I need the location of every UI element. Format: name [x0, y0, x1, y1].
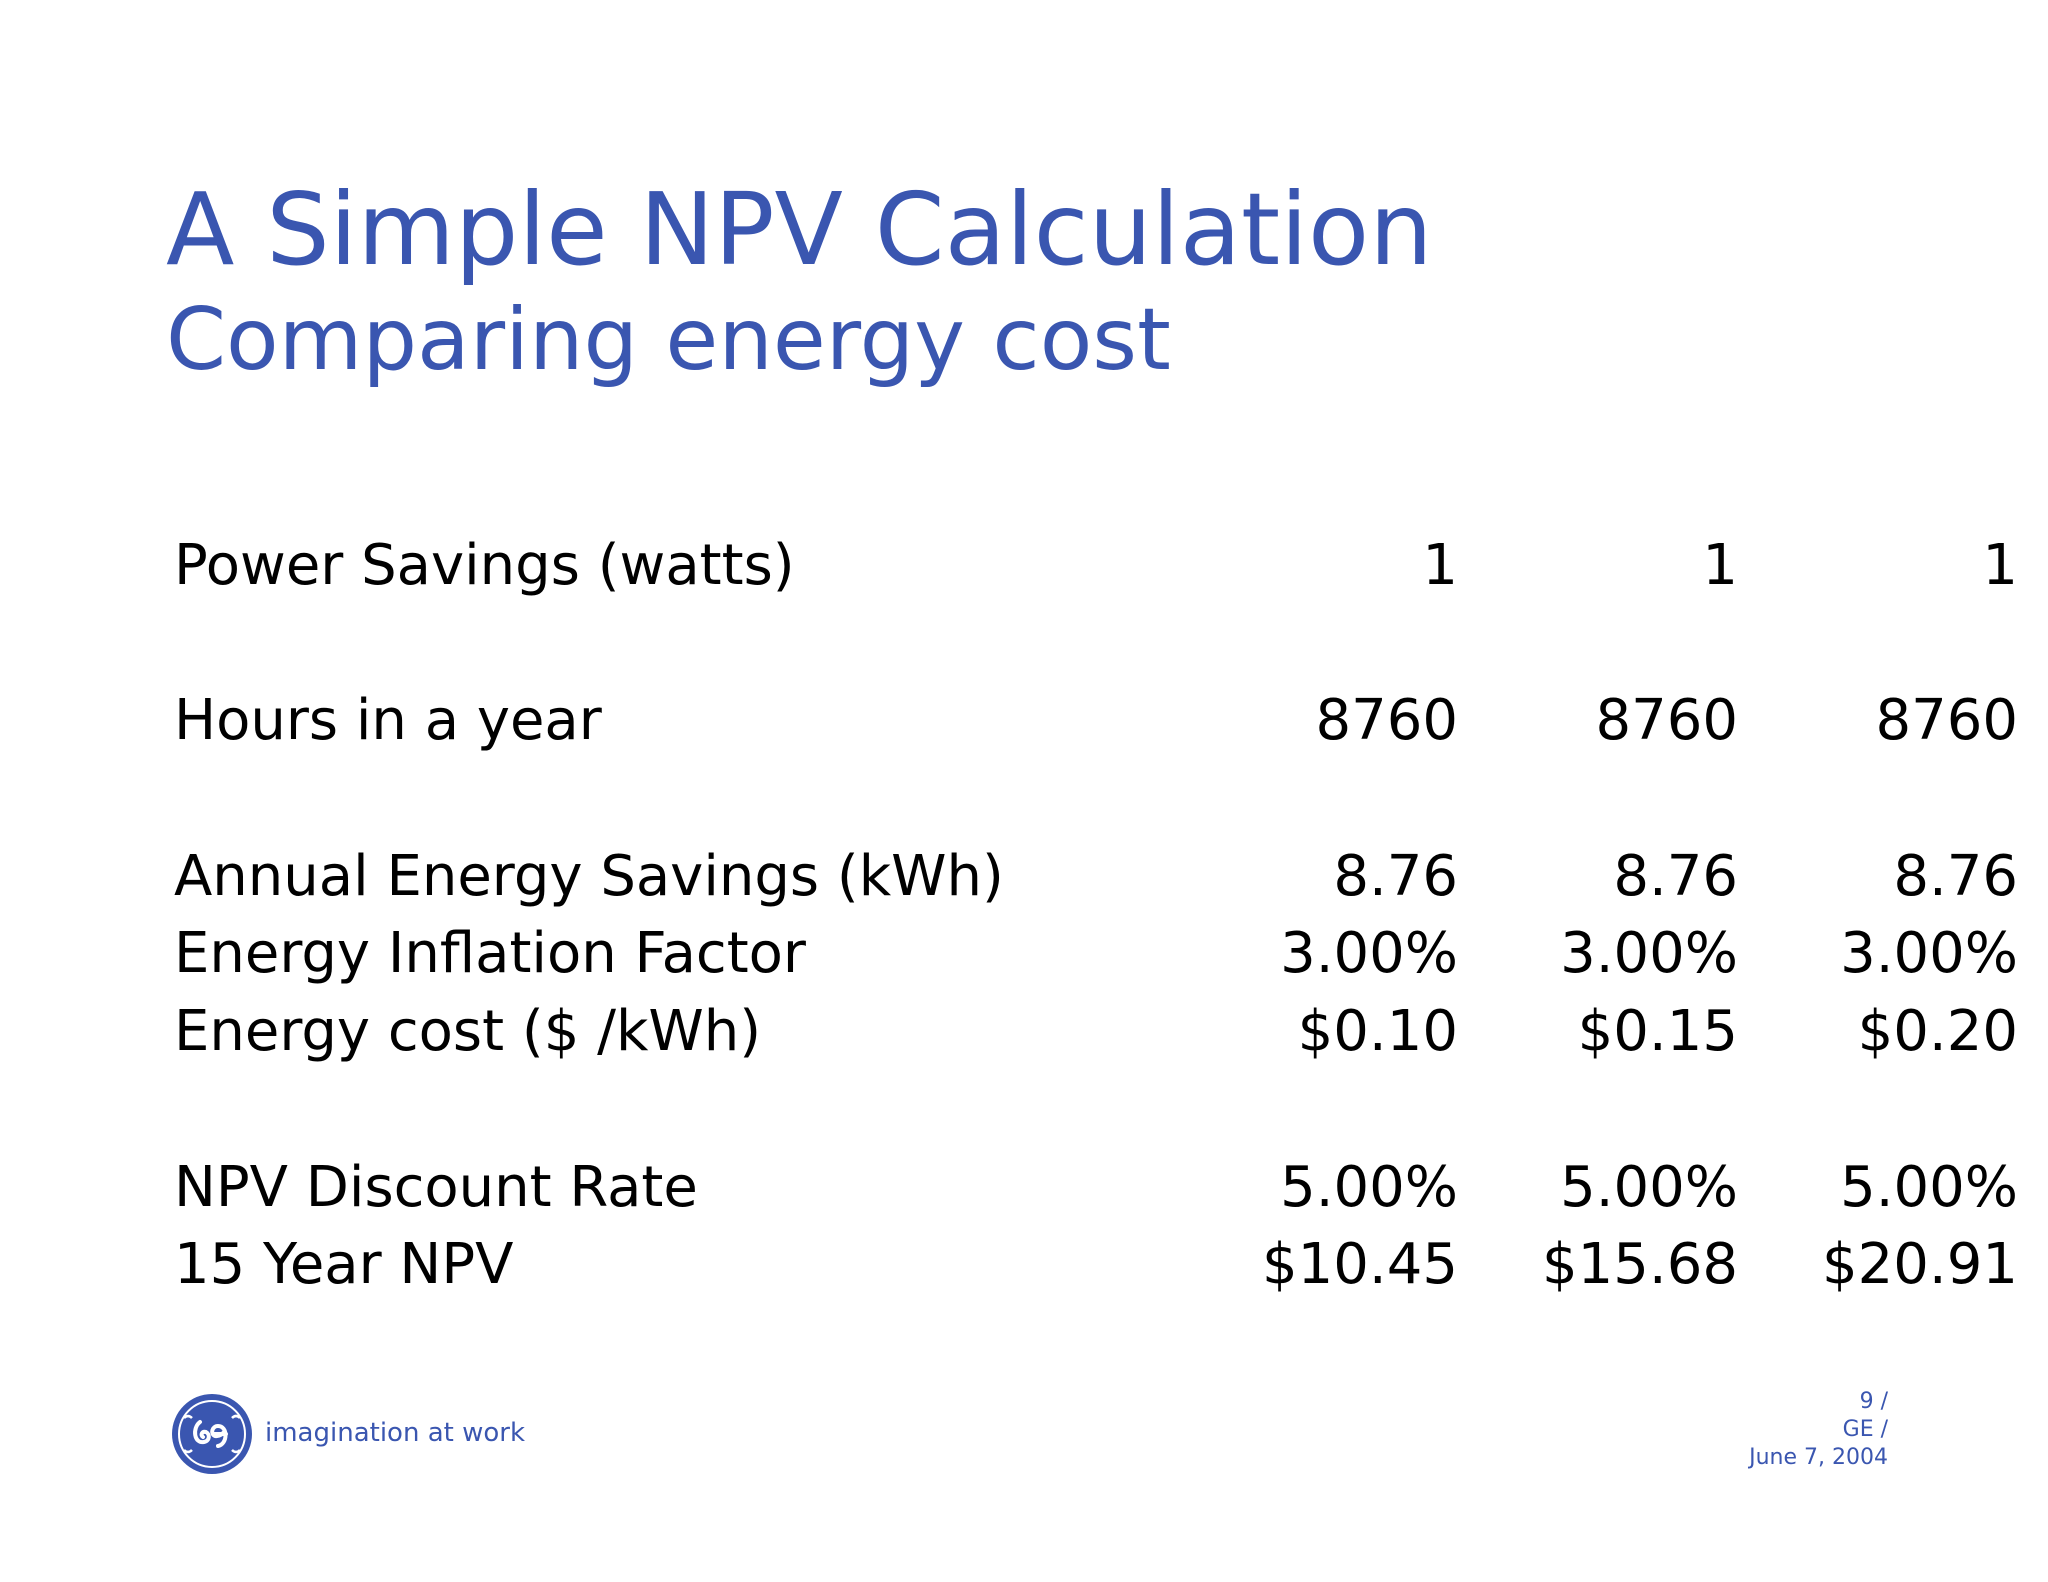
row-value: 5.00%: [1840, 1155, 2018, 1220]
row-value: 8.76: [1893, 844, 2018, 909]
row-label: 15 Year NPV: [174, 1232, 514, 1297]
table-row-energy-cost: Energy cost ($ /kWh) $0.10 $0.15 $0.20: [174, 994, 2018, 1070]
table-row-15-year-npv: 15 Year NPV $10.45 $15.68 $20.91: [174, 1227, 2018, 1303]
slide-title: A Simple NPV Calculation: [166, 171, 1433, 288]
row-value: 8760: [1875, 688, 2018, 753]
presentation-date: June 7, 2004: [1749, 1445, 1888, 1470]
page-info: 9 / GE / June 7, 2004: [1749, 1388, 1888, 1472]
table-row-annual-energy-savings: Annual Energy Savings (kWh) 8.76 8.76 8.…: [174, 839, 2018, 915]
row-label: Energy Inflation Factor: [174, 921, 806, 986]
row-value: 8.76: [1613, 844, 1738, 909]
row-value: 8.76: [1333, 844, 1458, 909]
table-row-energy-inflation-factor: Energy Inflation Factor 3.00% 3.00% 3.00…: [174, 916, 2018, 992]
row-value: $0.15: [1577, 999, 1738, 1064]
table-row-npv-discount-rate: NPV Discount Rate 5.00% 5.00% 5.00%: [174, 1150, 2018, 1226]
row-value: 3.00%: [1560, 921, 1738, 986]
row-value: $10.45: [1262, 1232, 1458, 1297]
row-value: 5.00%: [1280, 1155, 1458, 1220]
row-value: 8760: [1595, 688, 1738, 753]
row-value: 8760: [1315, 688, 1458, 753]
table-row-power-savings: Power Savings (watts) 1 1 1: [174, 528, 2018, 604]
row-value: $20.91: [1822, 1232, 2018, 1297]
row-value: $0.20: [1857, 999, 2018, 1064]
row-value: $0.10: [1297, 999, 1458, 1064]
row-label: Annual Energy Savings (kWh): [174, 844, 1004, 909]
row-value: 3.00%: [1840, 921, 2018, 986]
row-value: 1: [1422, 533, 1458, 598]
row-value: 3.00%: [1280, 921, 1458, 986]
slide-subtitle: Comparing energy cost: [166, 290, 1171, 390]
row-label: Power Savings (watts): [174, 533, 795, 598]
ge-monogram-icon: [170, 1392, 254, 1476]
row-value: 5.00%: [1560, 1155, 1738, 1220]
table-row-hours-in-year: Hours in a year 8760 8760 8760: [174, 683, 2018, 759]
row-value: $15.68: [1542, 1232, 1738, 1297]
row-label: NPV Discount Rate: [174, 1155, 698, 1220]
page-number: 9 /: [1859, 1389, 1888, 1414]
row-label: Hours in a year: [174, 688, 602, 753]
company-label: GE /: [1842, 1417, 1888, 1442]
npv-table: Power Savings (watts) 1 1 1 Hours in a y…: [174, 0, 2018, 1582]
footer-tagline: imagination at work: [265, 1418, 525, 1448]
row-label: Energy cost ($ /kWh): [174, 999, 762, 1064]
row-value: 1: [1982, 533, 2018, 598]
row-value: 1: [1702, 533, 1738, 598]
